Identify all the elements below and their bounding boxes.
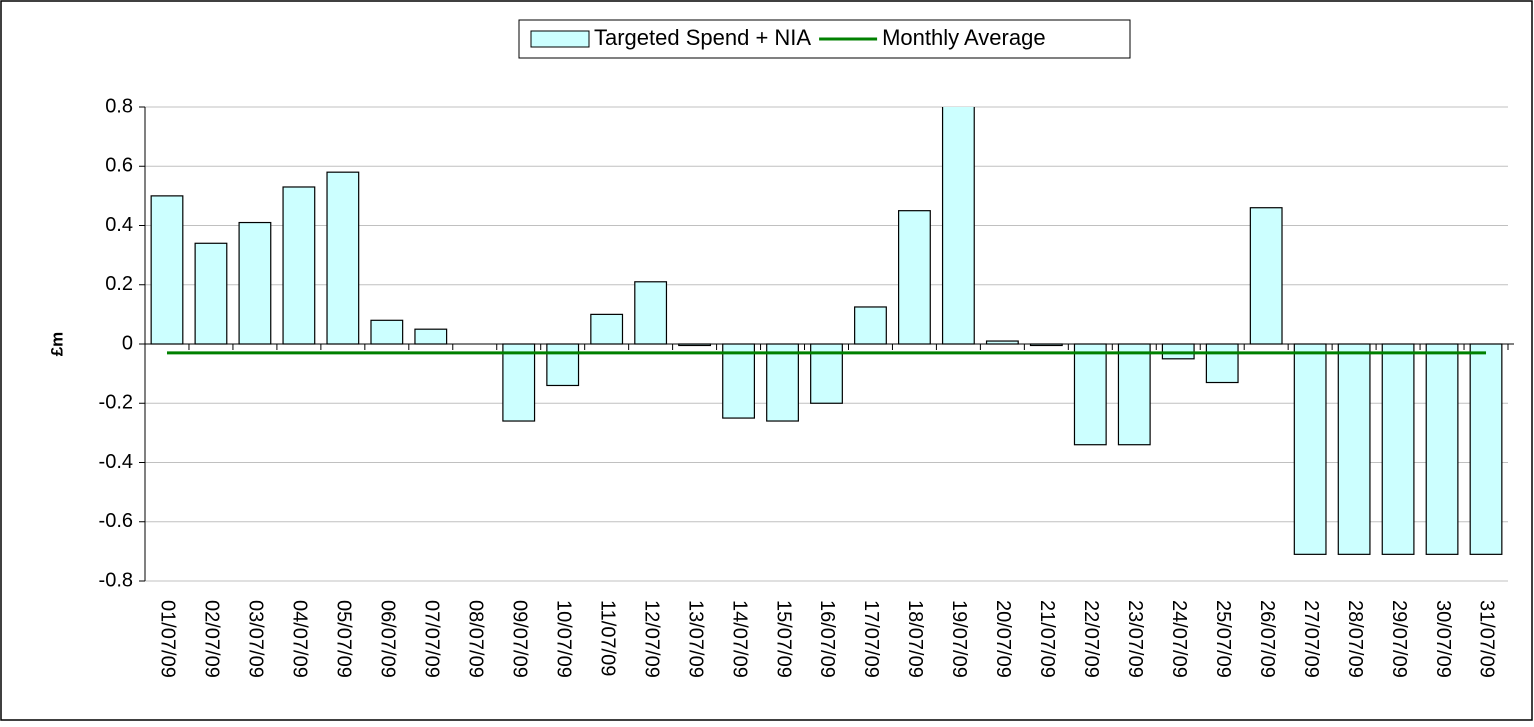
x-tick-label: 26/07/09 [1256,600,1278,678]
legend: Targeted Spend + NIA Monthly Average [518,19,1131,59]
bar [1425,343,1459,555]
x-tick-label: 18/07/09 [904,600,926,678]
x-tick-label: 03/07/09 [245,600,267,678]
bar [1381,343,1415,555]
bar [1293,343,1327,555]
y-tick-label: 0.4 [105,214,133,236]
bar [150,195,184,345]
y-tick-label: -0.6 [99,510,133,532]
x-tick-label: 23/07/09 [1124,600,1146,678]
x-tick-label: 04/07/09 [289,600,311,678]
x-tick-label: 29/07/09 [1388,600,1410,678]
x-tick-label: 28/07/09 [1344,600,1366,678]
legend-swatch [530,30,590,48]
x-tick-label: 31/07/09 [1476,600,1498,678]
x-tick-label: 30/07/09 [1432,600,1454,678]
y-tick-label: 0 [122,332,133,354]
x-tick-label: 17/07/09 [860,600,882,678]
x-tick-label: 10/07/09 [552,600,574,678]
x-tick-label: 12/07/09 [640,600,662,678]
y-tick-label: -0.4 [99,451,133,473]
bar [766,343,799,422]
bar [282,186,316,345]
plot [150,107,1503,555]
bar [194,242,228,345]
bar [414,328,448,345]
bar [722,343,755,419]
bar [1073,343,1107,446]
bar [941,107,975,345]
x-tick-label: 11/07/09 [596,600,618,676]
x-tick-label: 25/07/09 [1212,600,1234,678]
x-tick-label: 21/07/09 [1036,600,1058,678]
x-tick-label: 20/07/09 [992,600,1014,678]
y-tick-label: 0.2 [105,273,133,295]
x-tick-label: 13/07/09 [684,600,706,678]
legend-label: Monthly Average [882,25,1045,50]
axes: -0.8 -0.6 -0.4 -0.2 0 0.2 0.4 0.6 0.8 01/07/09 02/… [99,95,1514,678]
x-tick-label: 09/07/09 [508,600,530,678]
bar [326,171,360,345]
x-tick-label: 27/07/09 [1300,600,1322,678]
x-tick-label: 01/07/09 [157,600,179,678]
x-tick-label: 15/07/09 [772,600,794,678]
x-tick-label: 07/07/09 [421,600,443,678]
bar [238,221,272,345]
x-tick-label: 06/07/09 [377,600,399,678]
y-tick-label: 0.6 [105,155,133,177]
bar [854,306,887,345]
y-tick-label: -0.2 [99,392,133,414]
x-tick-label: 16/07/09 [816,600,838,678]
bar [370,319,404,345]
x-tick-label: 24/07/09 [1168,600,1190,678]
bar [1117,343,1151,446]
bar [1469,343,1503,555]
bar [1249,207,1283,345]
x-tick-label: 22/07/09 [1080,600,1102,678]
y-tick-label: -0.8 [99,569,133,591]
bar [1337,343,1371,555]
legend-label: Targeted Spend + NIA [594,25,811,50]
bar [1205,343,1239,384]
y-axis-label: £m [47,332,66,357]
bar [898,210,931,345]
x-tick-label: 08/07/09 [464,600,486,678]
bar [502,343,536,422]
x-tick-label: 02/07/09 [201,600,223,678]
x-tick-label: 05/07/09 [333,600,355,678]
bar [546,343,580,387]
y-tick-label: 0.8 [105,95,133,117]
bar [634,281,668,345]
x-tick-label: 14/07/09 [728,600,750,678]
bar [590,313,624,345]
x-tick-label: 19/07/09 [948,600,970,678]
